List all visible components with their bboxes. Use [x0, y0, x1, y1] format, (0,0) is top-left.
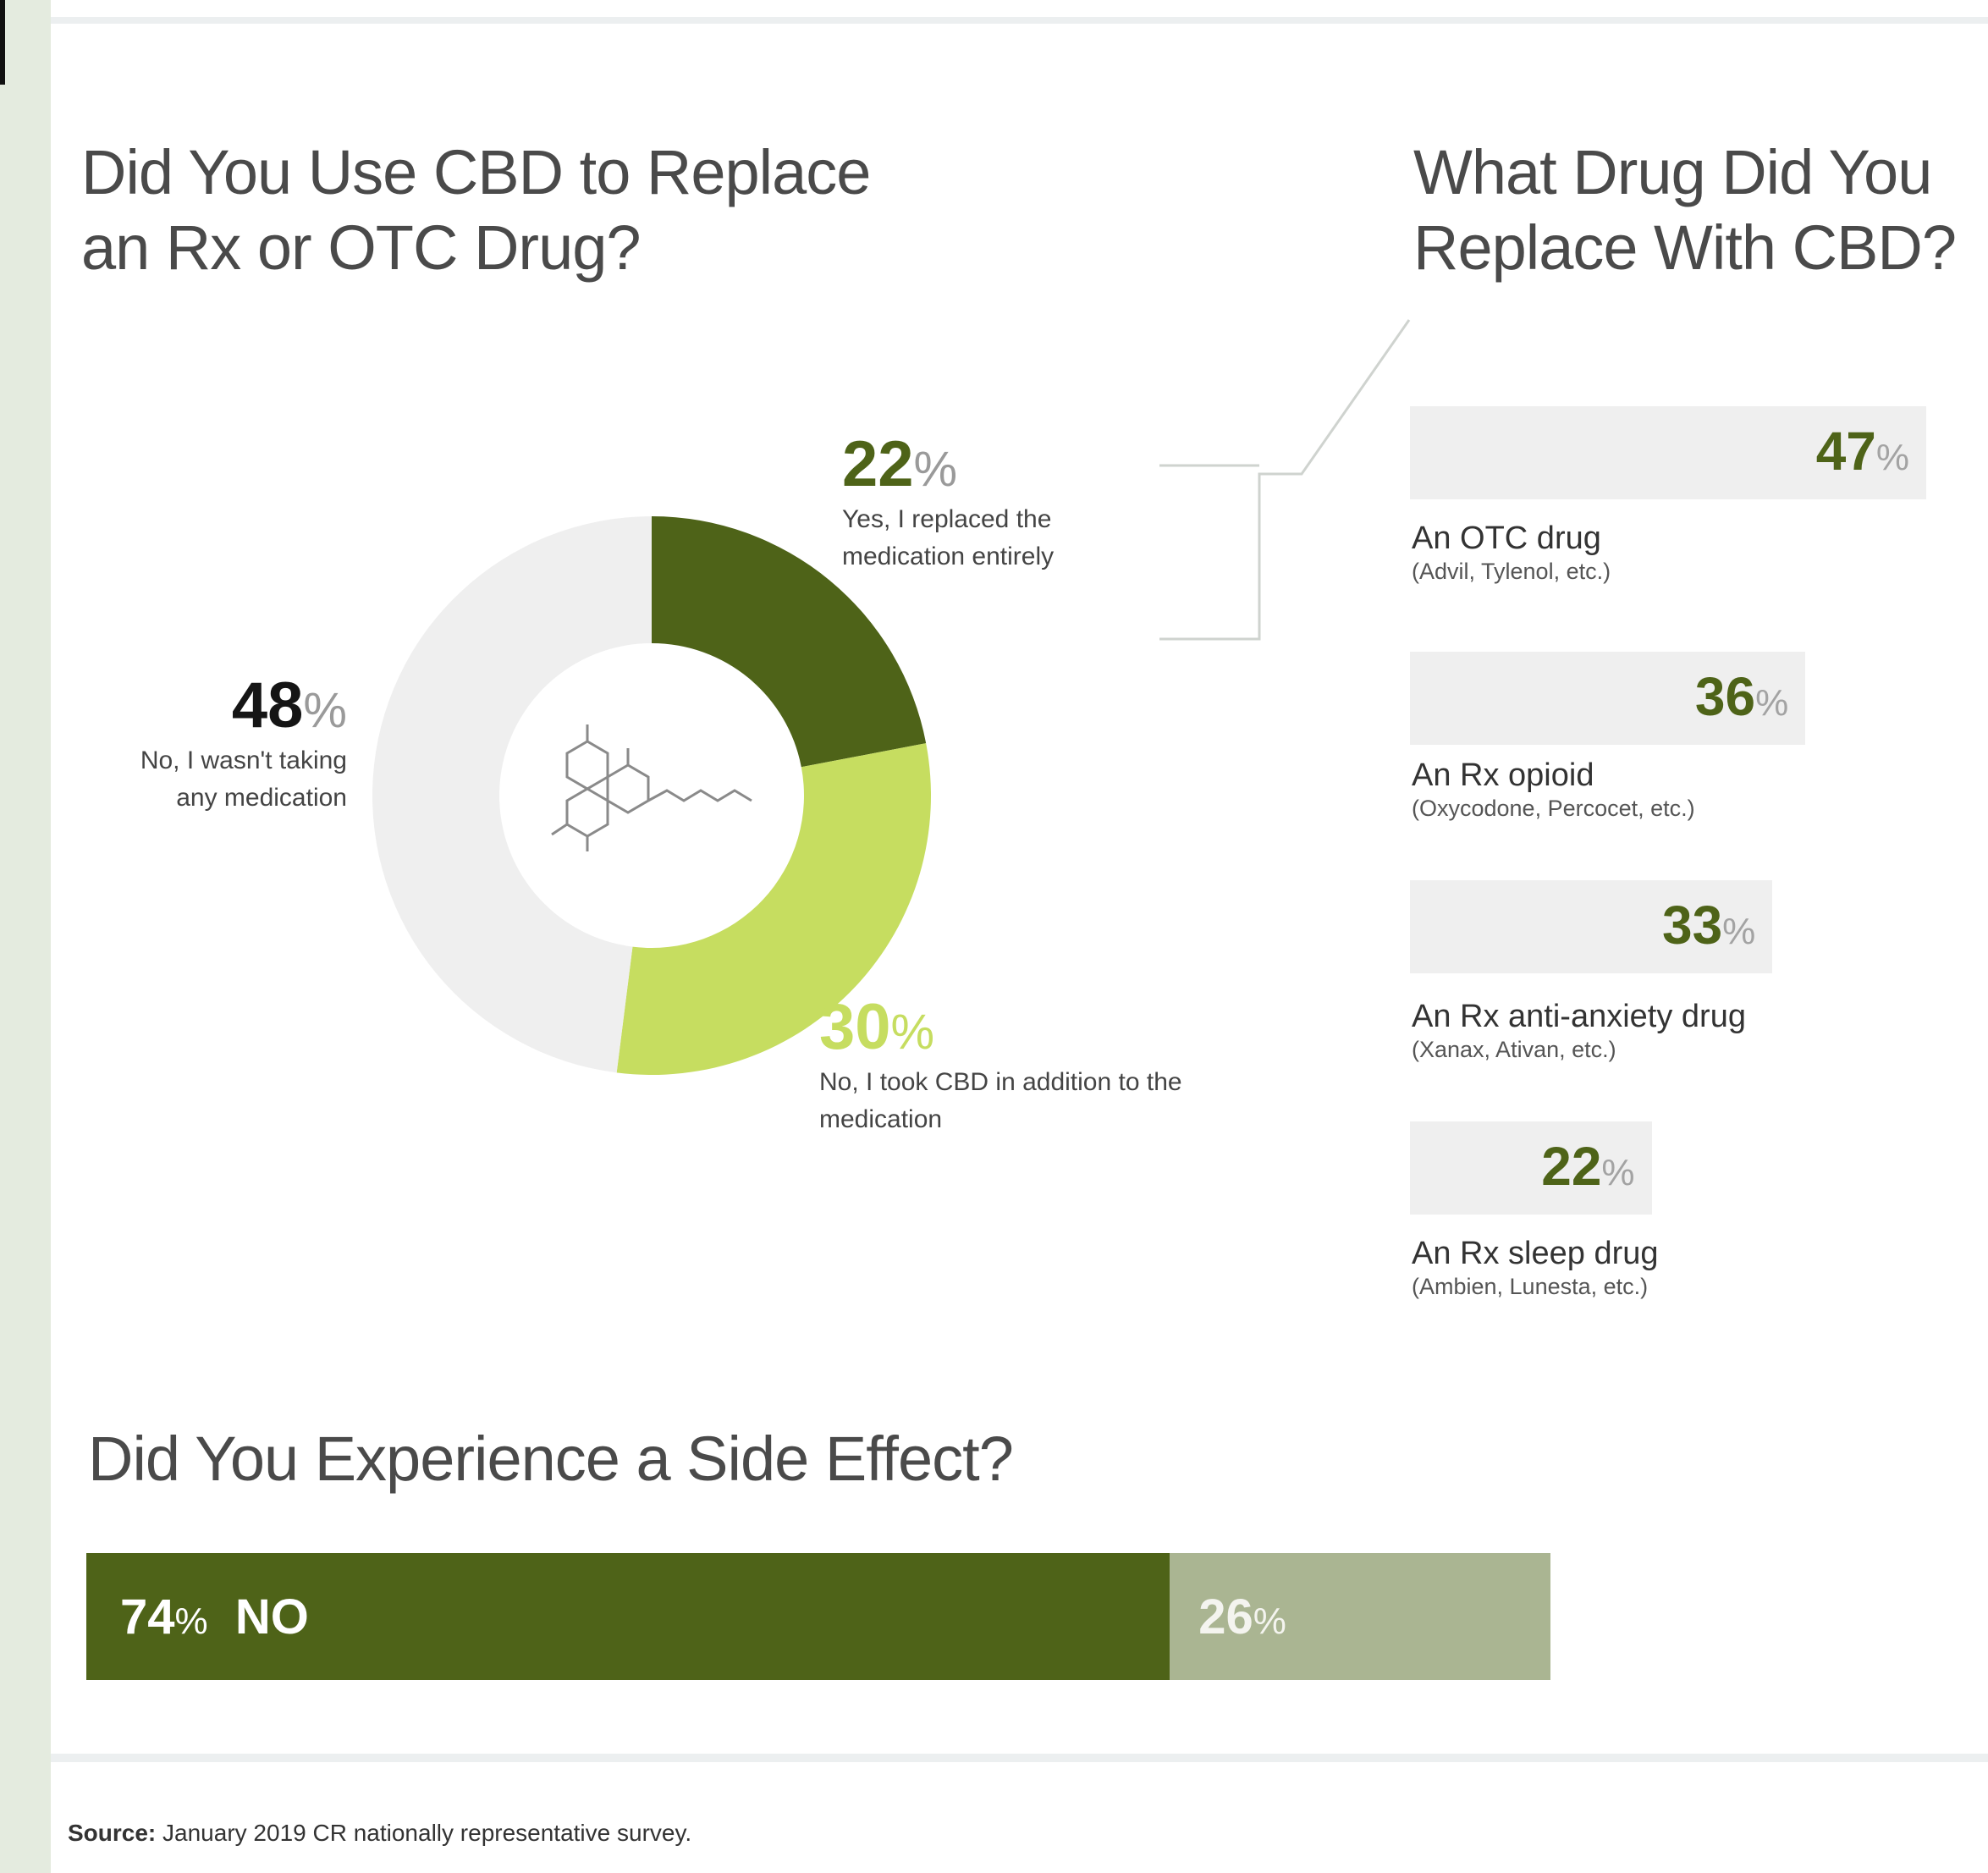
callout-replaced-value: 22	[842, 428, 914, 500]
infographic-panel: Did You Use CBD to Replace an Rx or OTC …	[51, 0, 1988, 1873]
drug-bar-otc-pct: 47%	[1816, 420, 1909, 482]
drug-label-sleep: An Rx sleep drug (Ambien, Lunesta, etc.)	[1412, 1236, 1886, 1300]
bar-title-line-2: Replace With CBD?	[1413, 212, 1957, 283]
side-effect-no-unit: %	[174, 1600, 208, 1642]
side-effect-yes-segment: 26%	[1170, 1553, 1550, 1680]
source-note: Source: January 2019 CR nationally repre…	[68, 1820, 691, 1847]
bar-chart-title: What Drug Did You Replace With CBD?	[1413, 135, 1957, 286]
side-effect-yes-text: 26%	[1198, 1589, 1286, 1645]
callout-not-taking: 48% No, I wasn't taking any medication	[135, 669, 347, 816]
drug-bar-opioid: 36%	[1410, 652, 1806, 745]
drug-bar-opioid-unit: %	[1755, 682, 1789, 724]
drug-label-opioid-main: An Rx opioid	[1412, 757, 1594, 793]
donut-title-line-2: an Rx or OTC Drug?	[81, 212, 642, 283]
drug-bar-opioid-value: 36	[1694, 666, 1756, 727]
drug-bar-anxiety-value: 33	[1661, 895, 1723, 956]
bottom-divider	[51, 1754, 1988, 1762]
drug-bar-otc-unit: %	[1875, 437, 1909, 478]
drug-label-opioid-sub: (Oxycodone, Percocet, etc.)	[1412, 796, 1695, 821]
side-effect-no-text: 74% NO	[120, 1589, 309, 1645]
callout-not-taking-label: No, I wasn't taking any medication	[140, 746, 347, 812]
drug-label-sleep-sub: (Ambien, Lunesta, etc.)	[1412, 1274, 1649, 1299]
callout-replaced: 22% Yes, I replaced the medication entir…	[842, 427, 1181, 575]
drug-bar-sleep: 22%	[1410, 1121, 1652, 1215]
donut-slice-in-addition	[616, 743, 931, 1075]
bar-title-line-1: What Drug Did You	[1413, 137, 1932, 207]
drug-label-anxiety-main: An Rx anti-anxiety drug	[1412, 999, 1746, 1034]
donut-slice-not-taking	[372, 516, 652, 1073]
callout-not-taking-pct: 48%	[135, 669, 347, 742]
side-effect-yes-unit: %	[1253, 1600, 1286, 1642]
drug-label-anxiety: An Rx anti-anxiety drug (Xanax, Ativan, …	[1412, 999, 1886, 1063]
callout-in-addition-value: 30	[819, 991, 891, 1063]
drug-label-otc-main: An OTC drug	[1412, 521, 1601, 556]
side-effect-title: Did You Experience a Side Effect?	[88, 1424, 1014, 1494]
donut-chart	[372, 516, 931, 1075]
source-text: January 2019 CR nationally representativ…	[162, 1820, 692, 1846]
callout-in-addition-pct: 30%	[819, 990, 1259, 1064]
top-divider	[51, 17, 1988, 24]
callout-in-addition-label: No, I took CBD in addition to the medica…	[819, 1068, 1182, 1133]
side-effect-no-label: NO	[234, 1589, 309, 1644]
callout-not-taking-value: 48	[231, 669, 304, 741]
drug-bar-sleep-pct: 22%	[1541, 1135, 1634, 1198]
callout-in-addition-unit: %	[890, 1005, 935, 1060]
donut-slice-replaced	[652, 516, 927, 768]
corner-marker	[0, 0, 5, 85]
side-effect-no-segment: 74% NO	[86, 1553, 1170, 1680]
drug-bar-opioid-pct: 36%	[1695, 665, 1788, 728]
drug-bar-anxiety-unit: %	[1722, 911, 1756, 952]
drug-bar-otc-value: 47	[1815, 421, 1876, 482]
cbd-molecule-icon	[551, 724, 752, 851]
drug-bar-anxiety-pct: 33%	[1662, 894, 1755, 956]
drug-label-anxiety-sub: (Xanax, Ativan, etc.)	[1412, 1037, 1616, 1062]
side-effect-no-value: 74	[120, 1589, 175, 1644]
source-label: Source:	[68, 1820, 157, 1846]
callout-not-taking-unit: %	[303, 683, 347, 738]
drug-label-opioid: An Rx opioid (Oxycodone, Percocet, etc.)	[1412, 757, 1886, 822]
donut-chart-title: Did You Use CBD to Replace an Rx or OTC …	[81, 135, 871, 286]
drug-bar-otc: 47%	[1410, 406, 1926, 499]
donut-title-line-1: Did You Use CBD to Replace	[81, 137, 871, 207]
callout-replaced-unit: %	[913, 442, 958, 497]
drug-bar-sleep-unit: %	[1601, 1152, 1635, 1193]
drug-bar-sleep-value: 22	[1541, 1136, 1602, 1197]
callout-in-addition: 30% No, I took CBD in addition to the me…	[819, 990, 1259, 1138]
callout-replaced-pct: 22%	[842, 427, 1181, 501]
drug-bar-anxiety: 33%	[1410, 880, 1773, 973]
drug-label-sleep-main: An Rx sleep drug	[1412, 1236, 1659, 1271]
callout-replaced-label: Yes, I replaced the medication entirely	[842, 505, 1055, 570]
side-effect-yes-value: 26	[1198, 1589, 1253, 1644]
drug-label-otc-sub: (Advil, Tylenol, etc.)	[1412, 559, 1611, 584]
drug-label-otc: An OTC drug (Advil, Tylenol, etc.)	[1412, 521, 1886, 585]
side-effect-bar: 74% NO 26%	[86, 1553, 1550, 1680]
